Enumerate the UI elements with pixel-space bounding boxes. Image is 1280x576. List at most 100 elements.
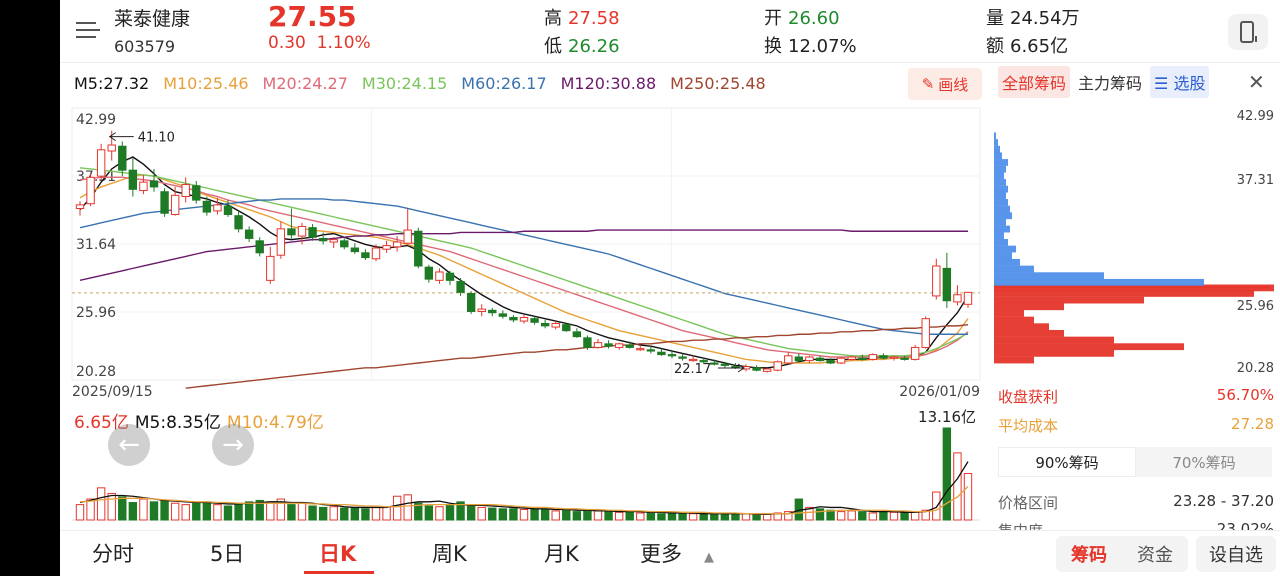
volume-chart[interactable]: 13.16亿	[60, 404, 990, 526]
volume-bar	[784, 511, 793, 521]
volume-bar	[910, 511, 920, 521]
candle	[519, 315, 529, 324]
volume-bar	[297, 502, 307, 521]
candle	[170, 186, 180, 216]
volume-bar	[424, 505, 434, 521]
avg-cost-label: 平均成本	[998, 417, 1059, 435]
candle	[794, 353, 804, 362]
ma-line-m20	[79, 176, 969, 358]
volume-bar	[858, 511, 867, 521]
candle	[318, 232, 328, 245]
candle-body	[953, 294, 962, 303]
draw-line-button[interactable]: ✎ 画线	[908, 68, 982, 100]
candle-body	[614, 343, 624, 348]
volume-bar	[572, 511, 582, 521]
candle-body	[636, 348, 645, 351]
candle-body	[392, 241, 402, 248]
candle-body	[625, 344, 634, 348]
quote-amount: 额 6.65亿	[986, 32, 1068, 58]
select-stock-label: 选股	[1173, 74, 1206, 93]
tab-all-chips[interactable]: 全部筹码	[998, 66, 1071, 98]
volume-bar	[382, 506, 391, 521]
profit-label: 收盘获利	[998, 388, 1059, 406]
funds-button[interactable]: 资金	[1137, 545, 1173, 566]
candle-body	[308, 227, 317, 238]
phone-icon[interactable]	[1228, 14, 1268, 50]
candle	[466, 291, 476, 314]
candle	[139, 174, 148, 195]
candle	[572, 328, 582, 338]
price-tick-label: 31.64	[76, 237, 116, 253]
ma-legend-item: M250:25.48	[670, 74, 766, 93]
chip-axis-label: 25.96	[1237, 299, 1274, 314]
candle-body	[963, 291, 973, 305]
next-arrow-icon[interactable]: →	[212, 424, 254, 466]
volume-current: 6.65亿	[74, 413, 129, 433]
candle	[192, 180, 201, 204]
tab-70-chips[interactable]: 70%筹码	[1136, 447, 1272, 477]
volume-bar	[646, 511, 656, 521]
candle-body	[414, 230, 423, 267]
volume-bar	[234, 502, 243, 521]
candlestick-chart[interactable]: 42.99 37.31 31.64 25.96 20.28 41.10 22.17 2025/…	[60, 100, 990, 400]
add-watchlist-button[interactable]: 设自选	[1196, 536, 1276, 572]
chip-bucket	[994, 290, 1254, 297]
candle-body	[847, 356, 856, 360]
candle	[213, 197, 222, 215]
volume-bar	[371, 505, 381, 521]
candle-body	[572, 331, 582, 338]
candle-body	[266, 255, 275, 281]
tab-daily-k[interactable]: 日K	[319, 542, 357, 566]
candle-body	[403, 229, 412, 244]
chip-bucket	[994, 152, 1002, 160]
candle-body	[551, 322, 560, 328]
menu-icon[interactable]	[74, 18, 102, 42]
ma-legend-item: M30:24.15	[361, 74, 448, 93]
quote-low: 低 26.26	[544, 32, 620, 58]
tab-90-chips[interactable]: 90%筹码	[998, 447, 1136, 477]
tab-intraday[interactable]: 分时	[92, 542, 134, 566]
chips-button[interactable]: 筹码	[1071, 545, 1107, 566]
tab-main-chips[interactable]: 主力筹码	[1078, 74, 1143, 93]
candle	[678, 353, 687, 361]
candle-body	[435, 271, 444, 281]
active-tab-underline	[304, 571, 374, 574]
volume-bar	[836, 511, 846, 521]
chip-bucket	[994, 323, 1049, 331]
candle-body	[318, 237, 328, 242]
app-frame: 莱泰健康 603579 27.55 0.30 1.10% 高 27.58 低 26.…	[60, 0, 1280, 576]
candle-body	[361, 252, 370, 259]
ma-line-m10	[79, 174, 969, 364]
volume-bar	[953, 452, 962, 521]
chip-bucket	[994, 225, 1010, 233]
volume-m5: M5:8.35亿	[134, 413, 221, 433]
candle-body	[921, 318, 930, 348]
select-stock-button[interactable]: ☰ 选股	[1150, 66, 1210, 98]
tab-5day[interactable]: 5日	[210, 542, 245, 566]
volume-bar	[868, 512, 878, 521]
volume-bar	[699, 513, 708, 521]
volume-bar	[181, 504, 190, 521]
ma-legend: M5:27.32 M10:25.46 M20:24.27 M30:24.15 M60:2…	[74, 74, 766, 93]
volume-bar	[942, 427, 952, 521]
tab-more[interactable]: 更多 ▲	[640, 538, 714, 568]
tab-weekly-k[interactable]: 周K	[432, 542, 467, 566]
close-icon[interactable]: ✕	[1248, 70, 1265, 94]
chip-bucket	[994, 185, 1008, 193]
prev-arrow-icon[interactable]: ←	[108, 424, 150, 466]
volume-bar	[456, 501, 465, 521]
chip-bucket	[994, 159, 1008, 166]
candle	[424, 264, 434, 283]
volume-bar	[170, 502, 180, 521]
candle-body	[646, 349, 656, 352]
chip-bucket	[994, 165, 1006, 173]
ma-legend-item: M60:26.17	[461, 74, 547, 93]
candle-body	[752, 367, 761, 371]
candle	[784, 352, 793, 365]
volume-bar	[614, 511, 624, 521]
candle	[889, 355, 899, 361]
volume-bar	[160, 499, 169, 521]
candle-body	[477, 308, 486, 312]
tab-monthly-k[interactable]: 月K	[544, 542, 579, 566]
price-tick-label: 37.31	[76, 169, 116, 185]
